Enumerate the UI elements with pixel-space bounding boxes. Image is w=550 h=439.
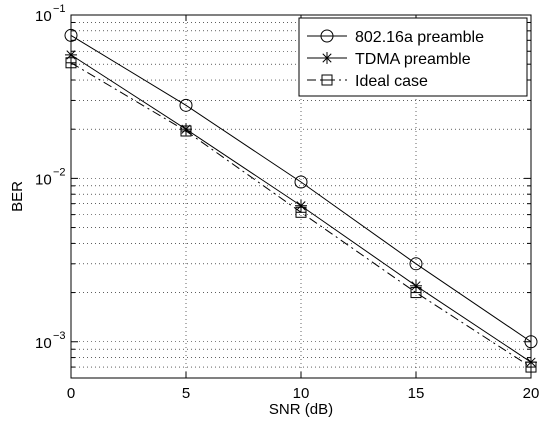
x-axis-label: SNR (dB) [269, 401, 333, 418]
y-tick-label: 10 [35, 171, 52, 188]
legend-label-tdma-preamble: TDMA preamble [355, 51, 471, 68]
x-tick-label: 10 [293, 385, 310, 402]
data-point-tdma-preamble [295, 199, 307, 212]
legend: 802.16a preamble TDMA preamble Ideal case [298, 17, 528, 97]
data-point-tdma-preamble [410, 279, 422, 292]
data-point-802-16a-preamble [179, 98, 193, 112]
series-ideal-case [65, 57, 537, 373]
data-point-ideal-case [410, 287, 422, 299]
x-tick-labels: 0 5 10 15 20 [67, 385, 540, 402]
x-tick-label: 15 [408, 385, 425, 402]
legend-marker-802-16a-preamble [320, 29, 334, 43]
data-point-tdma-preamble-stroke [296, 201, 306, 211]
x-tick-label: 0 [67, 385, 75, 402]
y-tick-label-exponent: −2 [53, 166, 66, 178]
legend-marker-tdma-preamble-stroke [322, 53, 332, 63]
legend-box [298, 17, 528, 97]
legend-marker-ideal-case [321, 74, 333, 86]
y-tick-label-exponent: −1 [53, 3, 66, 15]
y-tick-label: 10 [35, 335, 52, 352]
y-tick-labels: 10−310−210−1 [35, 3, 66, 352]
legend-marker-tdma-preamble [321, 52, 333, 64]
y-tick-label-exponent: −3 [53, 330, 66, 342]
axis-ticks [70, 14, 532, 379]
data-point-ideal-case [295, 206, 307, 218]
legend-label-802-16a-preamble: 802.16a preamble [355, 29, 484, 46]
data-point-802-16a-preamble [294, 175, 308, 189]
x-tick-label: 5 [182, 385, 190, 402]
x-tick-label: 20 [523, 385, 540, 402]
legend-label-ideal-case: Ideal case [355, 73, 428, 90]
y-tick-label: 10 [35, 8, 52, 25]
series-line-802-16a-preamble [70, 34, 532, 343]
series-tdma-preamble [65, 48, 537, 369]
y-axis-label: BER [9, 181, 26, 212]
data-point-ideal-case [180, 125, 192, 137]
data-point-802-16a-preamble [409, 257, 423, 271]
data-point-tdma-preamble-stroke [411, 281, 421, 291]
